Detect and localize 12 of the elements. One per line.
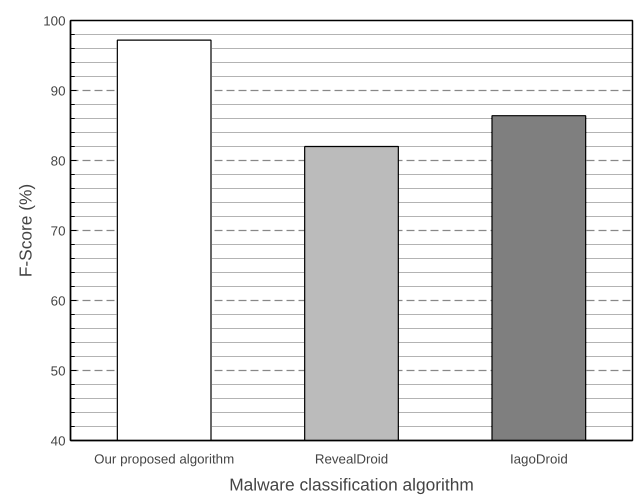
- x-tick-label: Our proposed algorithm: [94, 452, 234, 466]
- y-tick-label: 40: [50, 434, 66, 448]
- y-tick-label: 80: [50, 154, 66, 168]
- x-axis-title: Malware classification algorithm: [229, 474, 474, 494]
- y-tick-label: 70: [50, 224, 66, 238]
- y-tick-label: 50: [50, 364, 66, 378]
- x-tick-label: IagoDroid: [510, 452, 568, 466]
- y-tick-label: 60: [50, 294, 66, 308]
- y-tick-label: 100: [43, 14, 66, 28]
- y-tick-label: 90: [50, 84, 66, 98]
- y-axis-title: F-Score (%): [15, 184, 36, 278]
- x-tick-label: RevealDroid: [314, 452, 388, 466]
